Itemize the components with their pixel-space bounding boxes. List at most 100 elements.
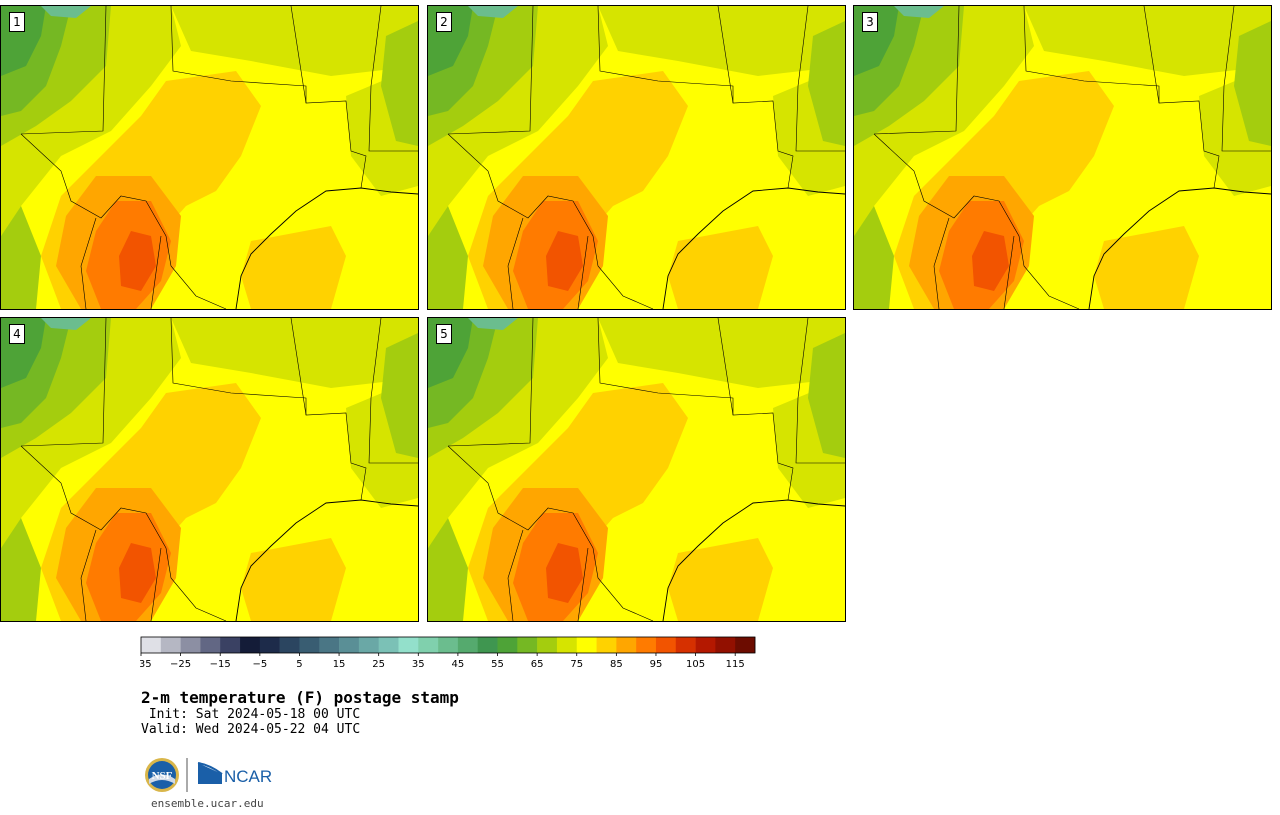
cool-region bbox=[171, 318, 418, 388]
hot-region bbox=[546, 543, 583, 603]
colorbar-swatch bbox=[319, 637, 340, 653]
colorbar-swatch bbox=[636, 637, 657, 653]
warm-region bbox=[241, 226, 346, 309]
state-border bbox=[933, 217, 950, 309]
colorbar-swatch bbox=[378, 637, 399, 653]
site-url: ensemble.ucar.edu bbox=[151, 797, 264, 810]
state-border bbox=[577, 547, 589, 621]
state-border bbox=[447, 6, 534, 135]
colorbar-tick-label: −25 bbox=[170, 659, 191, 670]
colorbar-swatch bbox=[735, 637, 756, 653]
state-border bbox=[795, 6, 845, 152]
panel-number-label: 4 bbox=[9, 324, 25, 344]
state-border bbox=[507, 217, 524, 309]
colorbar-swatch bbox=[537, 637, 558, 653]
state-border bbox=[290, 6, 307, 104]
cool-region bbox=[894, 6, 944, 18]
international-border bbox=[20, 445, 227, 621]
cool-region bbox=[41, 318, 91, 330]
temperature-map bbox=[854, 6, 1271, 309]
colorbar-tick-label: 65 bbox=[531, 659, 544, 670]
colorbar-tick-label: 55 bbox=[491, 659, 504, 670]
state-border bbox=[1221, 6, 1271, 152]
state-border bbox=[1143, 6, 1160, 104]
colorbar-swatch bbox=[616, 637, 637, 653]
colorbar-swatch bbox=[457, 637, 479, 653]
state-border bbox=[150, 547, 162, 621]
cool-region bbox=[1, 206, 41, 309]
state-border bbox=[507, 529, 524, 621]
map-panel-2: 2 bbox=[427, 5, 846, 310]
hot-region bbox=[119, 543, 156, 603]
init-time: Init: Sat 2024-05-18 00 UTC bbox=[141, 707, 361, 722]
colorbar-tick-label: 85 bbox=[610, 659, 623, 670]
ncar-logo: NCAR bbox=[197, 762, 272, 786]
state-border bbox=[717, 6, 734, 104]
panel-number-label: 5 bbox=[436, 324, 452, 344]
colorbar-tick-label: 35 bbox=[412, 659, 425, 670]
colorbar-swatch bbox=[675, 637, 696, 653]
colorbar-swatch bbox=[438, 637, 459, 653]
cool-region bbox=[1234, 21, 1271, 146]
warm-region bbox=[668, 226, 773, 309]
state-border bbox=[577, 235, 589, 309]
state-border bbox=[717, 318, 734, 416]
warm-region bbox=[668, 538, 773, 621]
colorbar-swatch bbox=[655, 637, 677, 653]
temperature-map bbox=[1, 318, 418, 621]
hot-region bbox=[972, 231, 1009, 291]
cool-region bbox=[598, 6, 845, 76]
chart-title: 2-m temperature (F) postage stamp bbox=[141, 688, 459, 707]
colorbar-swatch bbox=[259, 637, 280, 653]
coastline bbox=[235, 187, 418, 309]
colorbar-tick-label: 75 bbox=[570, 659, 583, 670]
international-border bbox=[447, 445, 654, 621]
colorbar-tick-label: 45 bbox=[452, 659, 465, 670]
cool-region bbox=[468, 318, 518, 330]
colorbar-swatch bbox=[695, 637, 716, 653]
nsf-logo-text: NSF bbox=[152, 770, 173, 782]
colorbar-swatch bbox=[339, 637, 360, 653]
colorbar-swatch bbox=[398, 637, 419, 653]
cool-region bbox=[171, 6, 418, 76]
coastline bbox=[1088, 187, 1271, 309]
temperature-map bbox=[428, 318, 845, 621]
state-border bbox=[447, 318, 534, 447]
cool-region bbox=[808, 21, 845, 146]
state-border bbox=[20, 6, 107, 135]
colorbar-swatch bbox=[279, 637, 300, 653]
map-panel-3: 3 bbox=[853, 5, 1272, 310]
valid-time: Valid: Wed 2024-05-22 04 UTC bbox=[141, 722, 361, 737]
panel-number-label: 2 bbox=[436, 12, 452, 32]
colorbar-swatch bbox=[715, 637, 736, 653]
colorbar-swatch bbox=[141, 637, 162, 653]
temperature-colorbar: −35 −25 −15 −5 5 15 25 35 45 55 65 75 85 95 105 115 bbox=[140, 636, 756, 670]
panel-number-label: 3 bbox=[862, 12, 878, 32]
colorbar-swatch bbox=[556, 637, 578, 653]
nsf-ncar-logos: NSF NCAR bbox=[145, 758, 272, 792]
state-border bbox=[368, 6, 418, 152]
cool-region bbox=[381, 333, 418, 458]
state-border bbox=[368, 318, 418, 464]
temperature-map bbox=[428, 6, 845, 309]
colorbar-border bbox=[140, 636, 756, 654]
hot-region bbox=[119, 231, 156, 291]
cool-region bbox=[428, 518, 468, 621]
map-panel-5: 5 bbox=[427, 317, 846, 622]
warm-region bbox=[1094, 226, 1199, 309]
state-border bbox=[20, 318, 107, 447]
state-border bbox=[80, 217, 97, 309]
state-border bbox=[80, 529, 97, 621]
colorbar-swatch bbox=[517, 637, 538, 653]
colorbar-tick-label: 95 bbox=[650, 659, 663, 670]
cool-region bbox=[1024, 6, 1271, 76]
colorbar-tick-label: 25 bbox=[372, 659, 385, 670]
temperature-map bbox=[1, 6, 418, 309]
cool-region bbox=[1, 518, 41, 621]
colorbar-swatch bbox=[240, 637, 261, 653]
cool-region bbox=[381, 21, 418, 146]
nsf-logo: NSF bbox=[145, 758, 179, 792]
colorbar-swatch bbox=[160, 637, 181, 653]
colorbar-swatch bbox=[200, 637, 221, 653]
cool-region bbox=[808, 333, 845, 458]
